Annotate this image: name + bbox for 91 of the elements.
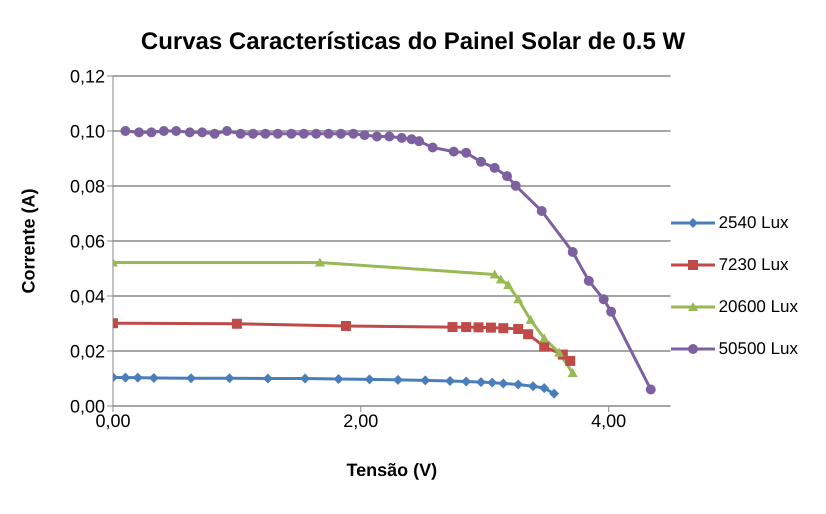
point — [461, 148, 472, 158]
point — [565, 356, 576, 366]
point — [134, 127, 144, 138]
point — [396, 132, 407, 143]
point — [476, 377, 486, 388]
legend-label: 7230 Lux — [718, 255, 789, 275]
y-tick-label: 0,06 — [70, 231, 105, 252]
point — [286, 128, 296, 139]
point — [528, 381, 538, 392]
point — [392, 374, 403, 385]
y-tick-label: 0,04 — [70, 286, 105, 306]
point — [384, 132, 394, 142]
chart-title: Curvas Características do Painel Solar de 0.5 W — [140, 28, 686, 56]
point — [120, 126, 130, 136]
point — [513, 294, 524, 304]
point — [171, 126, 182, 136]
y-tick-label: 0,02 — [70, 341, 105, 362]
point — [503, 280, 514, 289]
legend-label: 50500 Lux — [718, 339, 798, 359]
point — [513, 324, 524, 334]
point — [502, 171, 512, 182]
point — [568, 368, 578, 377]
point — [158, 126, 169, 136]
point — [510, 180, 521, 191]
legend-label: 2540 Lux — [718, 213, 789, 233]
point — [445, 376, 456, 386]
point — [414, 136, 424, 146]
x-tick-label: 2,00 — [343, 410, 378, 431]
point — [536, 206, 547, 216]
point — [476, 156, 486, 167]
point — [526, 314, 536, 324]
point — [300, 374, 310, 384]
point — [298, 128, 309, 139]
point — [360, 130, 370, 140]
point — [120, 372, 130, 383]
point — [498, 378, 508, 388]
point — [148, 372, 159, 383]
point — [606, 306, 616, 317]
point — [513, 380, 524, 390]
point — [646, 384, 656, 394]
point — [260, 128, 270, 139]
point — [420, 375, 430, 386]
point — [448, 146, 459, 157]
point — [568, 247, 578, 257]
point — [523, 329, 534, 340]
point — [348, 128, 358, 139]
point — [232, 318, 242, 329]
x-tick-label: 4,00 — [591, 410, 626, 431]
point — [197, 127, 208, 138]
point — [584, 276, 594, 286]
point — [549, 388, 560, 399]
point — [272, 128, 283, 139]
point — [554, 348, 564, 357]
point — [598, 294, 609, 304]
point — [184, 127, 195, 138]
point — [461, 376, 472, 387]
point — [486, 322, 496, 333]
y-axis-title: Corrente (A) — [18, 188, 38, 294]
point — [334, 374, 344, 384]
legend-label: 20600 Lux — [718, 297, 798, 317]
point — [222, 126, 232, 136]
point — [311, 128, 322, 139]
point — [248, 128, 258, 139]
x-axis-title: Tensão (V) — [346, 460, 438, 480]
point — [132, 372, 143, 383]
point — [146, 127, 156, 138]
point — [487, 378, 498, 388]
point — [372, 132, 382, 142]
y-tick-label: 0,00 — [70, 396, 105, 416]
point — [340, 320, 351, 331]
point — [539, 383, 550, 394]
point — [474, 322, 484, 332]
point — [428, 142, 438, 152]
point — [336, 128, 346, 139]
point — [324, 128, 334, 139]
y-tick-label: 0,10 — [70, 121, 105, 142]
point — [262, 374, 273, 384]
point — [236, 128, 246, 139]
point — [490, 162, 500, 173]
point — [364, 374, 374, 384]
y-tick-label: 0,12 — [70, 66, 105, 86]
y-tick-label: 0,08 — [70, 176, 105, 196]
point — [314, 257, 325, 266]
point — [539, 342, 550, 352]
point — [210, 128, 220, 139]
point — [539, 333, 550, 342]
point — [448, 322, 458, 332]
point — [224, 373, 234, 384]
point — [461, 322, 472, 332]
point — [498, 323, 508, 334]
point — [186, 373, 196, 384]
